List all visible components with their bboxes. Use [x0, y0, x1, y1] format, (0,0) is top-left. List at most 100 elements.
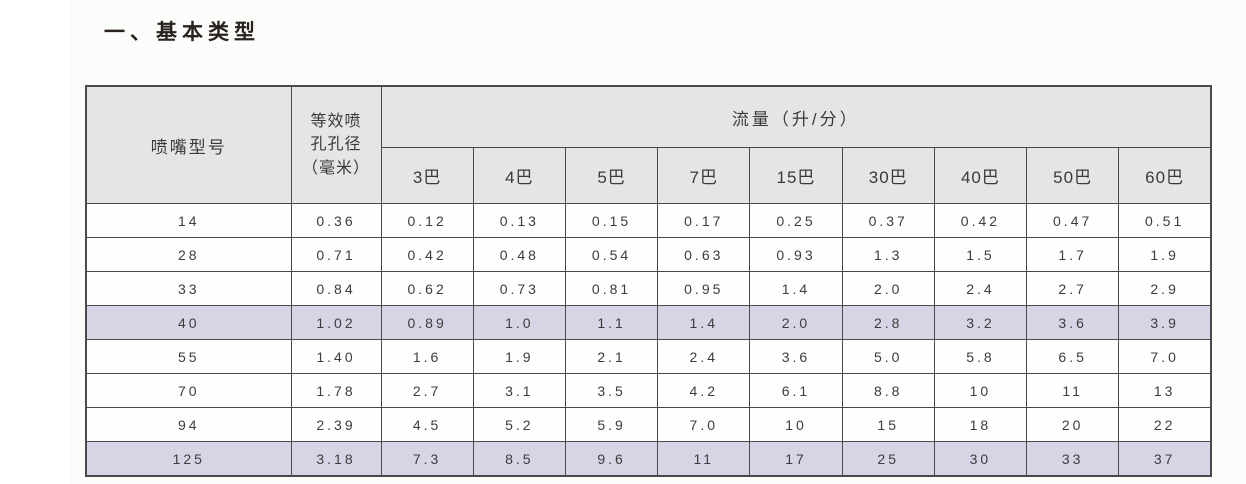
flow-value-cell: 0.51	[1118, 203, 1212, 238]
flow-value-cell: 10	[933, 373, 1028, 408]
diameter-cell: 0.36	[290, 203, 382, 238]
flow-value-cell: 5.0	[841, 339, 935, 374]
diameter-header-line: 孔孔径	[310, 136, 362, 154]
flow-value-cell: 1.5	[933, 237, 1028, 272]
flow-value-cell: 17	[749, 441, 843, 477]
model-cell: 55	[85, 339, 292, 374]
flow-value-cell: 11	[1026, 373, 1120, 408]
flow-value-cell: 5.9	[564, 407, 659, 442]
flow-value-cell: 1.9	[1118, 237, 1212, 272]
flow-value-cell: 3.1	[472, 373, 566, 408]
diameter-cell: 0.71	[290, 237, 382, 272]
flow-value-cell: 0.42	[380, 237, 474, 272]
pressure-header: 50巴	[1026, 147, 1120, 204]
flow-value-cell: 1.1	[564, 305, 659, 340]
pressure-header: 3巴	[380, 147, 474, 204]
pressure-header: 40巴	[933, 147, 1028, 204]
flow-value-cell: 25	[841, 441, 935, 477]
pressure-header: 60巴	[1118, 147, 1212, 204]
flow-value-cell: 0.13	[472, 203, 566, 238]
pressure-header: 30巴	[841, 147, 935, 204]
diameter-cell: 1.40	[290, 339, 382, 374]
flow-value-cell: 22	[1118, 407, 1212, 442]
table-row: 40 1.02 0.89 1.0 1.1 1.4 2.0 2.8 3.2 3.6 3.9	[85, 305, 1212, 340]
flow-value-cell: 5.8	[933, 339, 1028, 374]
flow-value-cell: 0.81	[564, 271, 659, 306]
flow-value-cell: 9.6	[564, 441, 659, 477]
model-cell: 14	[85, 203, 292, 238]
flow-value-cell: 2.0	[749, 305, 843, 340]
table-row: 33 0.84 0.62 0.73 0.81 0.95 1.4 2.0 2.4 2.7 2.9	[85, 271, 1212, 306]
flow-value-cell: 1.7	[1026, 237, 1120, 272]
flow-rate-table: 喷嘴型号 等效喷 孔孔径 （毫米） 流量（升/分） 3巴 4巴 5巴 7巴 15巴 30巴…	[85, 85, 1212, 477]
diameter-header: 等效喷 孔孔径 （毫米）	[290, 85, 382, 204]
flow-value-cell: 2.8	[841, 305, 935, 340]
model-cell: 40	[85, 305, 292, 340]
flow-value-cell: 0.73	[472, 271, 566, 306]
model-cell: 28	[85, 237, 292, 272]
flow-value-cell: 4.5	[380, 407, 474, 442]
flow-value-cell: 8.5	[472, 441, 566, 477]
flow-value-cell: 5.2	[472, 407, 566, 442]
flow-value-cell: 3.6	[1026, 305, 1120, 340]
flow-value-cell: 0.15	[564, 203, 659, 238]
diameter-cell: 1.02	[290, 305, 382, 340]
flow-value-cell: 2.9	[1118, 271, 1212, 306]
table-row: 28 0.71 0.42 0.48 0.54 0.63 0.93 1.3 1.5 1.7 1.9	[85, 237, 1212, 272]
diameter-cell: 3.18	[290, 441, 382, 477]
model-cell: 70	[85, 373, 292, 408]
flow-value-cell: 2.4	[933, 271, 1028, 306]
flow-value-cell: 3.9	[1118, 305, 1212, 340]
flow-value-cell: 3.5	[564, 373, 659, 408]
flow-value-cell: 1.4	[657, 305, 751, 340]
flow-value-cell: 8.8	[841, 373, 935, 408]
flow-value-cell: 1.0	[472, 305, 566, 340]
flow-value-cell: 7.0	[1118, 339, 1212, 374]
pressure-header: 15巴	[749, 147, 843, 204]
flow-value-cell: 2.7	[380, 373, 474, 408]
flow-value-cell: 15	[841, 407, 935, 442]
flow-value-cell: 0.48	[472, 237, 566, 272]
flow-value-cell: 0.25	[749, 203, 843, 238]
flow-value-cell: 7.3	[380, 441, 474, 477]
flow-value-cell: 0.95	[657, 271, 751, 306]
flow-value-cell: 1.4	[749, 271, 843, 306]
flow-value-cell: 0.12	[380, 203, 474, 238]
flow-value-cell: 1.3	[841, 237, 935, 272]
diameter-cell: 1.78	[290, 373, 382, 408]
table-row: 70 1.78 2.7 3.1 3.5 4.2 6.1 8.8 10 11 13	[85, 373, 1212, 408]
flow-value-cell: 0.37	[841, 203, 935, 238]
flow-value-cell: 6.5	[1026, 339, 1120, 374]
flow-value-cell: 7.0	[657, 407, 751, 442]
diameter-cell: 2.39	[290, 407, 382, 442]
flow-value-cell: 2.4	[657, 339, 751, 374]
flow-value-cell: 0.89	[380, 305, 474, 340]
flow-value-cell: 13	[1118, 373, 1212, 408]
section-title: 一、基本类型	[104, 21, 260, 44]
pressure-header: 7巴	[657, 147, 751, 204]
diameter-header-line: 等效喷	[310, 113, 362, 131]
flow-rate-header: 流量（升/分）	[380, 85, 1212, 148]
flow-value-cell: 1.9	[472, 339, 566, 374]
flow-value-cell: 37	[1118, 441, 1212, 477]
model-cell: 125	[85, 441, 292, 477]
flow-value-cell: 0.62	[380, 271, 474, 306]
flow-value-cell: 1.6	[380, 339, 474, 374]
flow-value-cell: 0.47	[1026, 203, 1120, 238]
table-row: 94 2.39 4.5 5.2 5.9 7.0 10 15 18 20 22	[85, 407, 1212, 442]
flow-value-cell: 0.54	[564, 237, 659, 272]
flow-value-cell: 30	[933, 441, 1028, 477]
flow-value-cell: 33	[1026, 441, 1120, 477]
table-row: 14 0.36 0.12 0.13 0.15 0.17 0.25 0.37 0.42 0.47 0.…	[85, 203, 1212, 238]
flow-value-cell: 3.2	[933, 305, 1028, 340]
flow-value-cell: 20	[1026, 407, 1120, 442]
pressure-header: 5巴	[564, 147, 659, 204]
flow-value-cell: 3.6	[749, 339, 843, 374]
flow-value-cell: 2.1	[564, 339, 659, 374]
diameter-cell: 0.84	[290, 271, 382, 306]
table-row: 55 1.40 1.6 1.9 2.1 2.4 3.6 5.0 5.8 6.5 7.0	[85, 339, 1212, 374]
nozzle-model-header: 喷嘴型号	[85, 85, 292, 204]
table-body: 14 0.36 0.12 0.13 0.15 0.17 0.25 0.37 0.42 0.47 0.…	[85, 203, 1212, 477]
pressure-header-row: 3巴 4巴 5巴 7巴 15巴 30巴 40巴 50巴 60巴	[86, 147, 1212, 204]
flow-value-cell: 4.2	[657, 373, 751, 408]
